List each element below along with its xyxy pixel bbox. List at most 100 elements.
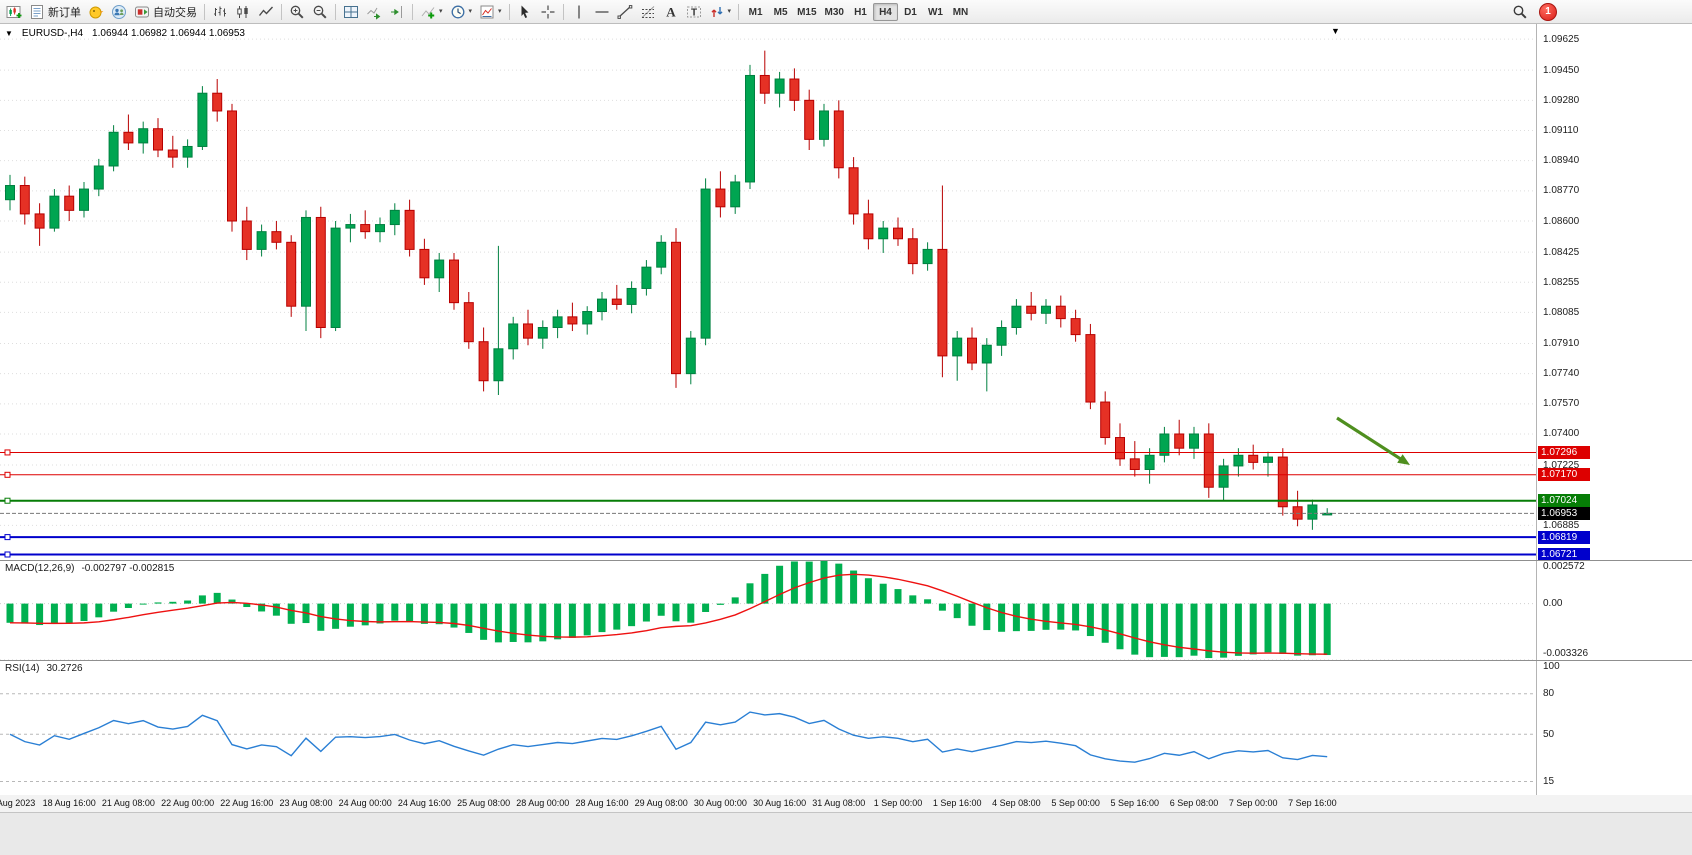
timeframe-button-m30[interactable]: M30	[821, 3, 848, 21]
templates-button[interactable]: ▾	[476, 2, 505, 22]
panel-separator[interactable]	[0, 660, 1692, 661]
fibonacci-icon	[641, 5, 654, 18]
price-tick-label: 1.07225	[1543, 459, 1580, 471]
metaeditor-icon	[89, 6, 104, 18]
timeframe-button-m15[interactable]: M15	[793, 3, 820, 21]
time-label: 25 Aug 08:00	[457, 798, 511, 808]
horizontal-line-button[interactable]	[591, 2, 613, 22]
time-label: 21 Aug 08:00	[101, 798, 155, 808]
time-label: 24 Aug 00:00	[338, 798, 392, 808]
time-axis[interactable]: 18 Aug 2023 18 Aug 16:00 21 Aug 08:00 22 Au…	[0, 795, 1692, 812]
line-chart-button[interactable]	[255, 2, 277, 22]
price-line-label: 1.07170	[1538, 468, 1590, 482]
zoom-out-button[interactable]	[309, 2, 331, 22]
tile-windows-icon	[344, 5, 358, 18]
time-label: 23 Aug 08:00	[279, 798, 333, 808]
rsi-axis[interactable]: 100 80 50 15	[1537, 660, 1691, 795]
community-button[interactable]	[108, 2, 130, 22]
time-label: 7 Sep 00:00	[1228, 798, 1278, 808]
timeframe-button-m5[interactable]: M5	[768, 3, 793, 21]
line-chart-icon	[258, 6, 274, 16]
timeframe-group: M1 M5 M15 M30 H1 H4 D1 W1 MN	[743, 2, 973, 22]
crosshair-button[interactable]	[537, 2, 559, 22]
time-label: 18 Aug 16:00	[42, 798, 96, 808]
search-button[interactable]	[1509, 2, 1531, 22]
text-label-button[interactable]: T	[683, 2, 705, 22]
candlestick-chart-button[interactable]	[232, 2, 254, 22]
clock-icon	[451, 5, 464, 18]
price-tick-label: 1.07570	[1543, 398, 1580, 410]
time-label: 29 Aug 08:00	[634, 798, 688, 808]
new-order-button[interactable]: 新订单	[26, 2, 84, 22]
rsi-value: 30.2726	[46, 663, 83, 674]
text-button[interactable]: A	[660, 2, 682, 22]
dropdown-caret-icon: ▾	[439, 8, 443, 15]
timeframe-button-w1[interactable]: W1	[923, 3, 948, 21]
trendline-button[interactable]	[614, 2, 636, 22]
timeframe-button-mn[interactable]: MN	[948, 3, 973, 21]
bar-chart-button[interactable]	[209, 2, 231, 22]
tile-windows-button[interactable]	[340, 2, 362, 22]
chart-menu-icon[interactable]: ▼	[5, 29, 13, 38]
timeframe-button-d1[interactable]: D1	[898, 3, 923, 21]
toolbar-separator	[204, 3, 205, 20]
vertical-line-icon	[577, 5, 580, 18]
macd-values: -0.002797 -0.002815	[81, 563, 175, 574]
time-label: 7 Sep 16:00	[1288, 798, 1337, 808]
chart-shift-button[interactable]	[386, 2, 408, 22]
macd-canvas[interactable]	[0, 560, 1536, 660]
template-icon	[480, 5, 494, 18]
auto-scroll-button[interactable]	[363, 2, 385, 22]
time-label: 31 Aug 08:00	[812, 798, 866, 808]
timeframe-button-h4[interactable]: H4	[872, 3, 898, 22]
periods-button[interactable]: ▾	[447, 2, 476, 22]
axis-separator	[1536, 24, 1537, 795]
price-tick-label: 1.06885	[1543, 519, 1580, 531]
new-chart-button[interactable]	[3, 2, 25, 22]
time-label: 28 Aug 00:00	[516, 798, 570, 808]
text-icon: A	[666, 4, 676, 19]
arrows-icon	[711, 6, 723, 17]
trendline-icon	[617, 4, 632, 19]
time-label: 22 Aug 16:00	[220, 798, 274, 808]
fibonacci-button[interactable]	[637, 2, 659, 22]
time-label: 5 Sep 00:00	[1051, 798, 1100, 808]
indicators-button[interactable]: ▾	[417, 2, 446, 22]
timeframe-button-m1[interactable]: M1	[743, 3, 768, 21]
rsi-axis-label: 80	[1543, 688, 1555, 700]
timeframe-button-h1[interactable]: H1	[848, 3, 873, 21]
macd-axis[interactable]: 0.002572 0.00 -0.003326	[1537, 560, 1691, 660]
toolbar-separator	[281, 3, 282, 20]
zoom-in-icon	[290, 5, 304, 19]
rsi-label: RSI(14) 30.2726	[5, 663, 83, 674]
search-icon	[1513, 5, 1527, 19]
toolbar-separator	[508, 3, 510, 20]
rsi-axis-label: 100	[1543, 661, 1560, 673]
auto-trading-button[interactable]: 自动交易	[131, 2, 200, 22]
cursor-button[interactable]	[514, 2, 536, 22]
price-chart-canvas[interactable]	[0, 24, 1536, 560]
price-axis[interactable]: 1.09625 1.09450 1.09280 1.09110 1.08940 1.087…	[1537, 24, 1691, 561]
rsi-canvas[interactable]	[0, 660, 1536, 795]
notification-badge[interactable]: 1	[1539, 2, 1557, 21]
toolbar-separator	[738, 3, 740, 20]
dropdown-caret-icon: ▾	[727, 8, 732, 15]
time-label: 30 Aug 16:00	[753, 798, 807, 808]
arrows-button[interactable]: ▾	[706, 2, 735, 22]
svg-text:A: A	[666, 4, 676, 19]
metaeditor-button[interactable]	[85, 2, 107, 22]
window-bottom-strip	[0, 812, 1692, 855]
crosshair-icon	[541, 5, 555, 18]
indicators-icon	[421, 6, 435, 18]
zoom-in-button[interactable]	[286, 2, 308, 22]
price-tick-label: 1.08085	[1543, 306, 1580, 318]
price-tick-label: 1.09110	[1543, 124, 1579, 136]
price-line-label: 1.07024	[1538, 494, 1590, 508]
cursor-icon	[521, 5, 529, 18]
price-tick-label: 1.08940	[1543, 155, 1580, 167]
panel-separator[interactable]	[0, 560, 1692, 561]
vertical-line-button[interactable]	[568, 2, 590, 22]
auto-trading-icon	[135, 6, 149, 17]
chart-header: ▼ EURUSD-,H4 1.06944 1.06982 1.06944 1.0…	[5, 28, 245, 39]
toolbar-separator	[562, 3, 564, 20]
